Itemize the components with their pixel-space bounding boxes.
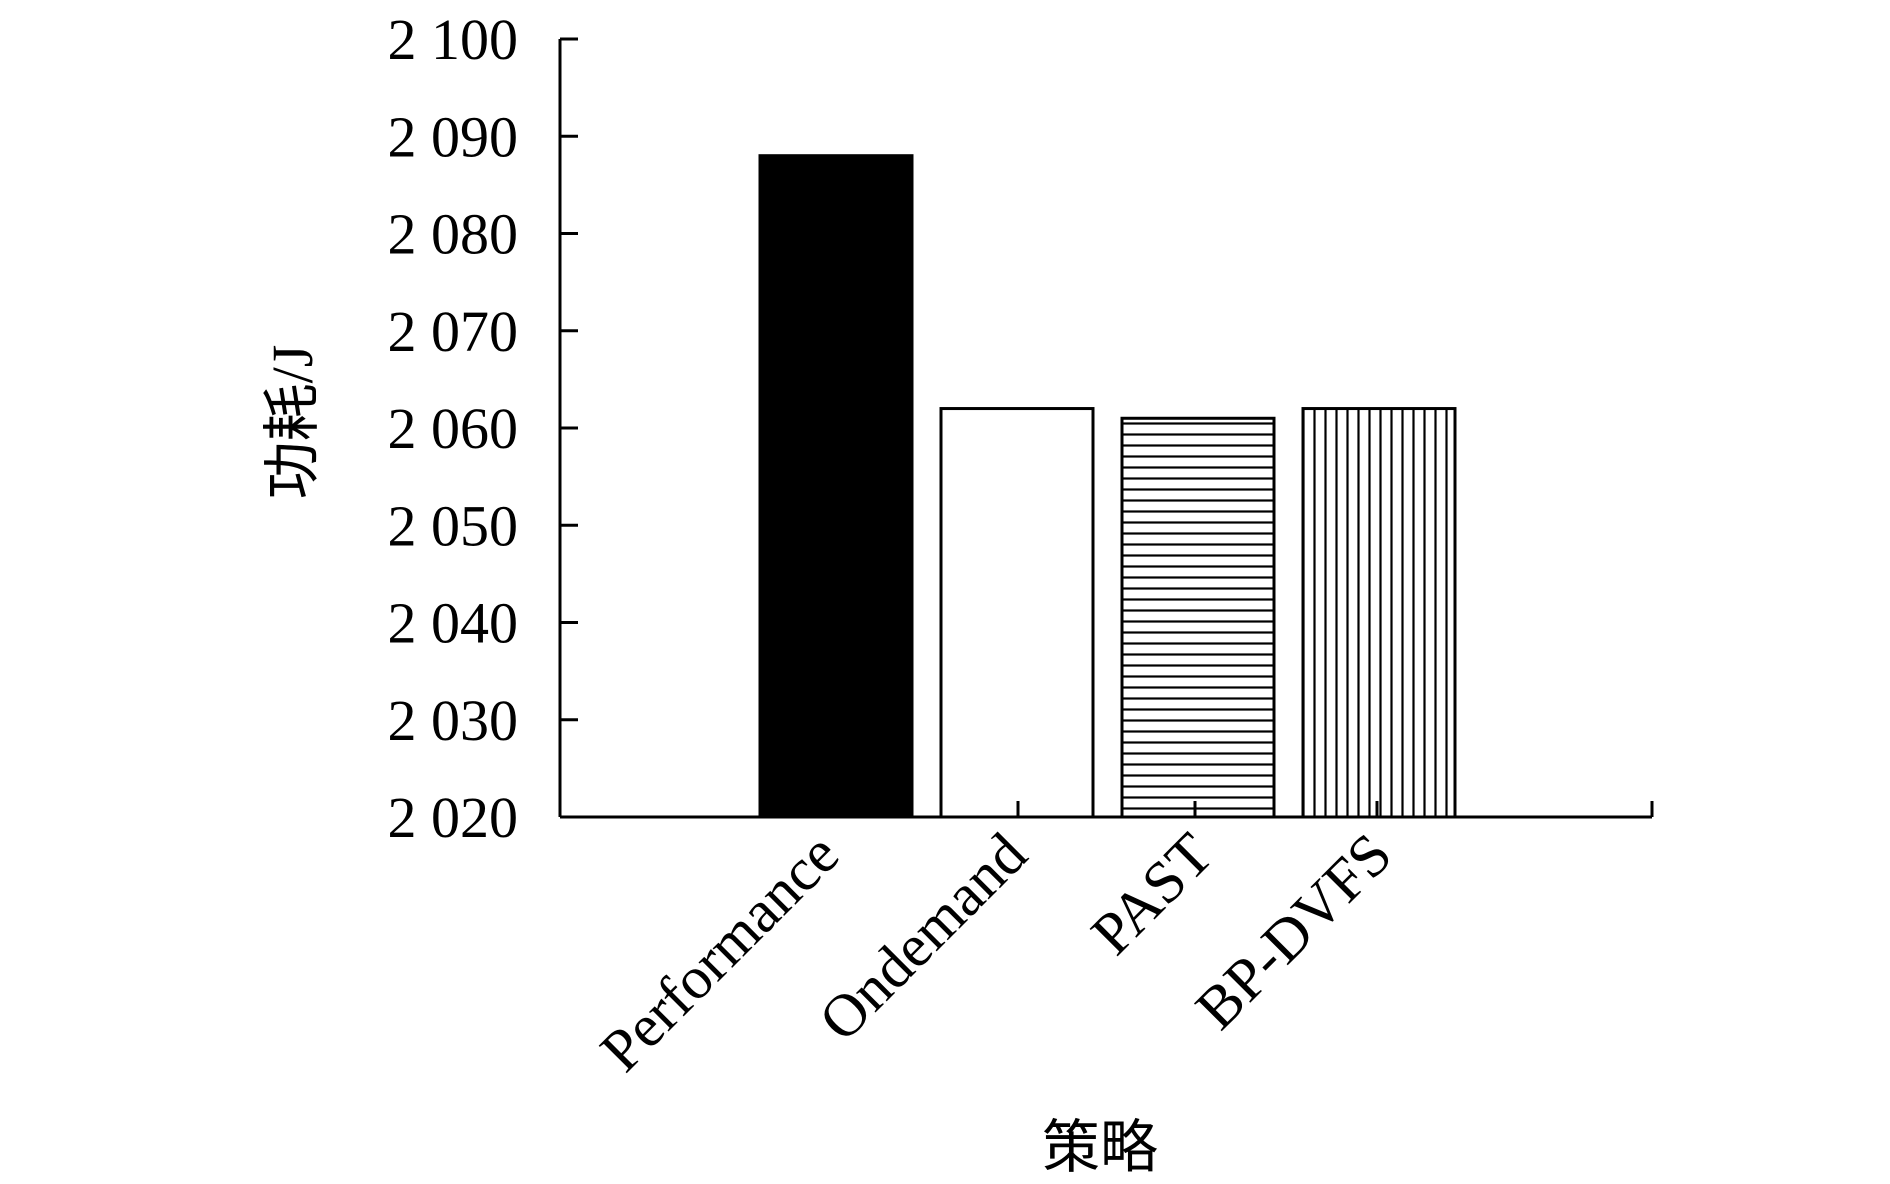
x-category-label: BP-DVFS xyxy=(1183,821,1404,1042)
bar-past xyxy=(1120,416,1276,819)
y-tick-label: 2 050 xyxy=(388,493,519,558)
bar-ondemand xyxy=(939,407,1095,819)
bar-bp-dvfs xyxy=(1301,407,1457,819)
y-tick-label: 2 030 xyxy=(388,688,519,753)
y-tick-label: 2 070 xyxy=(388,299,519,364)
y-tick-label: 2 060 xyxy=(388,396,519,461)
y-tick-label: 2 020 xyxy=(388,785,519,850)
y-ticks: 2 020 2 030 2 040 2 050 2 060 2 070 2 080 2 090… xyxy=(388,7,578,850)
y-tick-label: 2 100 xyxy=(388,7,519,72)
x-category-label: PAST xyxy=(1079,821,1226,968)
y-tick-label: 2 090 xyxy=(388,104,519,169)
bars-layer xyxy=(758,154,1457,819)
x-ticks xyxy=(1016,801,1654,817)
x-axis-title: 策略 xyxy=(1042,1115,1158,1179)
y-tick-label: 2 040 xyxy=(388,591,519,656)
y-axis-title: 功耗/J xyxy=(260,345,325,500)
y-tick-label: 2 080 xyxy=(388,202,519,267)
x-category-label: Ondemand xyxy=(806,821,1039,1054)
x-category-label: Performance xyxy=(588,821,851,1084)
bar-performance xyxy=(758,154,914,819)
axes-layer xyxy=(558,39,1652,819)
